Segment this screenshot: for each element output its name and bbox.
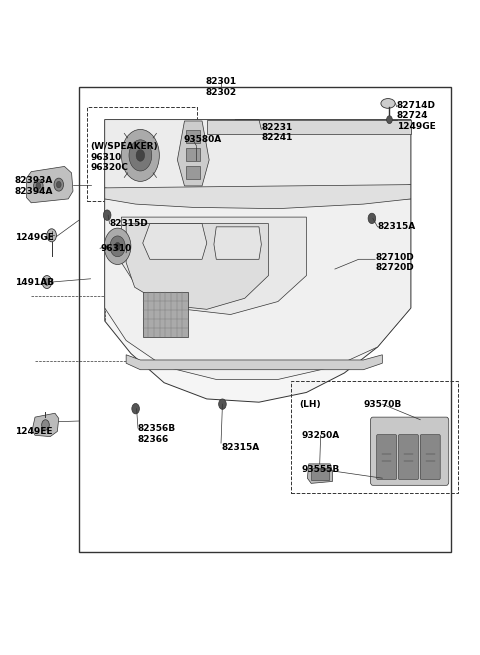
Text: 82315D: 82315D bbox=[109, 219, 148, 228]
Text: 96310: 96310 bbox=[100, 244, 132, 253]
Circle shape bbox=[42, 420, 49, 430]
Circle shape bbox=[104, 228, 131, 265]
Bar bbox=[79, 87, 451, 552]
Circle shape bbox=[136, 149, 144, 161]
Circle shape bbox=[121, 130, 159, 181]
Text: 1249EE: 1249EE bbox=[14, 427, 52, 436]
Polygon shape bbox=[105, 120, 411, 402]
Text: 82393A
82394A: 82393A 82394A bbox=[14, 176, 53, 196]
Polygon shape bbox=[105, 199, 411, 379]
Text: 93580A: 93580A bbox=[183, 135, 221, 143]
Circle shape bbox=[219, 399, 226, 409]
Text: 82710D
82720D: 82710D 82720D bbox=[375, 253, 414, 272]
Text: 1249GE: 1249GE bbox=[14, 233, 53, 242]
Text: 82315A: 82315A bbox=[221, 443, 259, 452]
Bar bbox=[291, 381, 458, 493]
Polygon shape bbox=[143, 223, 207, 259]
Text: 82231
82241: 82231 82241 bbox=[261, 123, 293, 142]
Circle shape bbox=[115, 242, 120, 250]
Text: 82714D
82724
1249GE: 82714D 82724 1249GE bbox=[396, 101, 435, 131]
Polygon shape bbox=[121, 217, 306, 314]
Circle shape bbox=[47, 229, 56, 242]
Polygon shape bbox=[32, 413, 59, 437]
Polygon shape bbox=[26, 166, 73, 203]
Circle shape bbox=[54, 178, 63, 191]
Bar bbox=[186, 130, 200, 143]
Bar bbox=[186, 148, 200, 161]
Text: (W/SPEAKER)
96310
96320C: (W/SPEAKER) 96310 96320C bbox=[91, 142, 158, 172]
Text: 82301
82302: 82301 82302 bbox=[205, 77, 237, 97]
Circle shape bbox=[132, 403, 139, 414]
Bar bbox=[186, 166, 200, 179]
Polygon shape bbox=[105, 185, 411, 209]
Circle shape bbox=[42, 276, 52, 289]
Text: 1491AB: 1491AB bbox=[14, 278, 54, 286]
Polygon shape bbox=[126, 355, 383, 369]
Polygon shape bbox=[207, 120, 411, 134]
Circle shape bbox=[368, 213, 376, 223]
Polygon shape bbox=[126, 223, 268, 309]
Circle shape bbox=[103, 210, 111, 220]
Text: 82356B
82366: 82356B 82366 bbox=[138, 424, 176, 443]
Text: 93555B: 93555B bbox=[301, 464, 340, 474]
FancyBboxPatch shape bbox=[420, 435, 440, 479]
Circle shape bbox=[129, 140, 152, 171]
Bar bbox=[143, 291, 188, 337]
Circle shape bbox=[386, 116, 392, 124]
Polygon shape bbox=[105, 120, 411, 198]
Text: (LH): (LH) bbox=[300, 400, 321, 409]
Text: 93570B: 93570B bbox=[363, 400, 402, 409]
FancyBboxPatch shape bbox=[377, 435, 396, 479]
Circle shape bbox=[36, 183, 41, 189]
Bar bbox=[87, 107, 197, 201]
FancyBboxPatch shape bbox=[371, 417, 449, 485]
Circle shape bbox=[34, 179, 43, 193]
Circle shape bbox=[110, 236, 125, 257]
Bar bbox=[311, 468, 329, 480]
FancyBboxPatch shape bbox=[398, 435, 419, 479]
Text: 93250A: 93250A bbox=[301, 431, 340, 440]
Polygon shape bbox=[178, 121, 209, 186]
Polygon shape bbox=[214, 227, 261, 259]
Ellipse shape bbox=[381, 98, 395, 108]
Circle shape bbox=[56, 181, 61, 188]
Polygon shape bbox=[307, 464, 333, 483]
Circle shape bbox=[45, 279, 49, 286]
Text: 82315A: 82315A bbox=[378, 222, 416, 231]
